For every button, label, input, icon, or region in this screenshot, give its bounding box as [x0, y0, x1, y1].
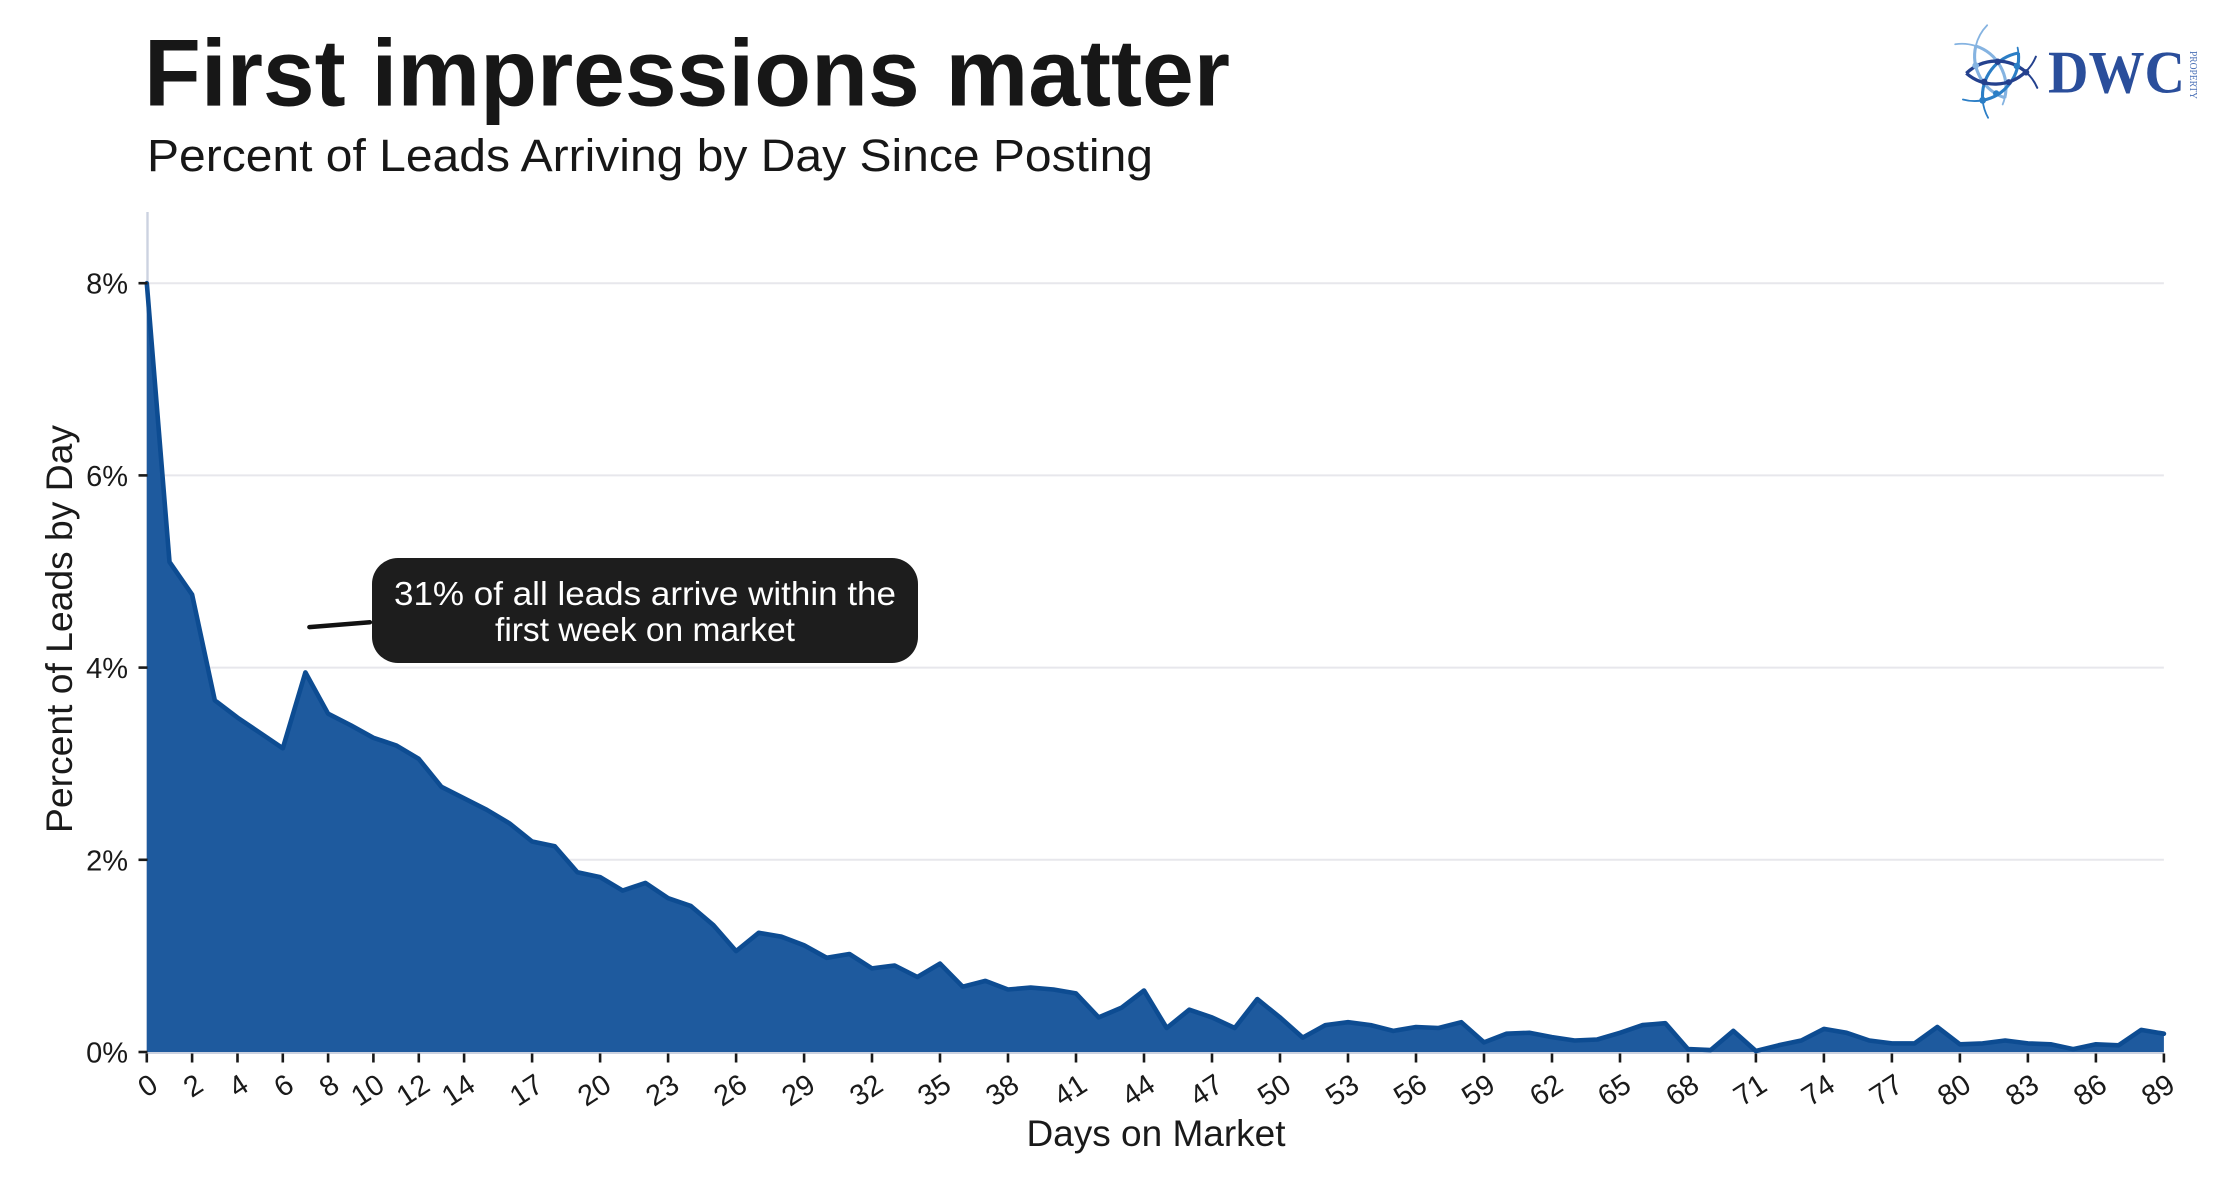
svg-text:First impressions matter: First impressions matter [144, 21, 1230, 127]
svg-text:8%: 8% [86, 269, 128, 301]
svg-text:Days on Market: Days on Market [1026, 1113, 1286, 1154]
svg-text:2%: 2% [86, 845, 128, 877]
svg-text:first week on market: first week on market [495, 611, 795, 648]
svg-text:Percent of Leads by Day: Percent of Leads by Day [38, 425, 80, 833]
svg-text:31% of all leads arrive within: 31% of all leads arrive within the [394, 575, 896, 612]
svg-text:PROPERTY: PROPERTY [2187, 51, 2199, 99]
svg-text:DWC: DWC [2048, 40, 2185, 106]
svg-text:Percent of Leads Arriving by D: Percent of Leads Arriving by Day Since P… [147, 130, 1153, 181]
svg-text:6%: 6% [86, 461, 128, 493]
svg-text:0%: 0% [86, 1038, 128, 1070]
svg-text:4%: 4% [86, 653, 128, 685]
